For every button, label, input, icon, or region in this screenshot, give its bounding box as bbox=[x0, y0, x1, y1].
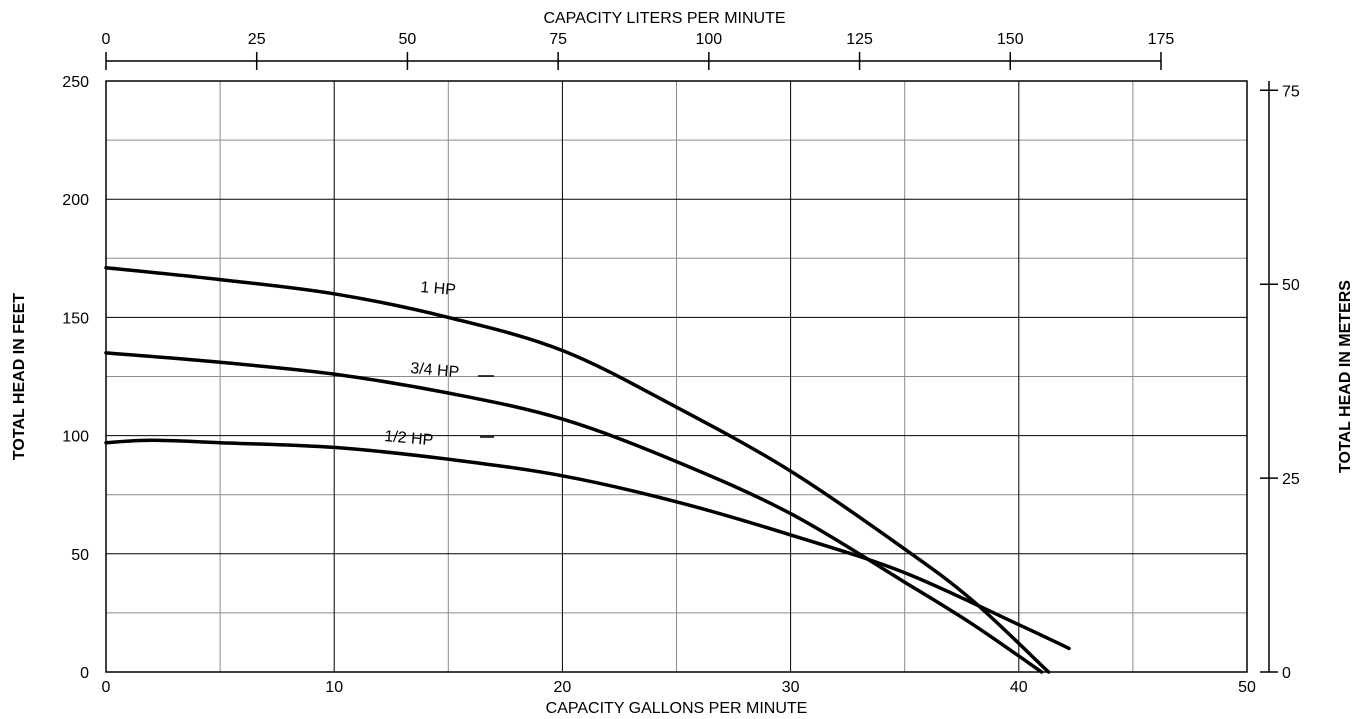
labels: 1 HP 3/4 HP 1/2 HP bbox=[384, 279, 494, 449]
x-tick-label: 10 bbox=[325, 679, 343, 696]
y-tick-label: 150 bbox=[62, 310, 89, 327]
x-tick-label: 40 bbox=[1010, 679, 1028, 696]
x2-tick-label: 0 bbox=[102, 31, 111, 48]
x2-tick-label: 100 bbox=[695, 31, 722, 48]
x2-tick-label: 75 bbox=[549, 31, 567, 48]
y2-tick-label: 0 bbox=[1282, 665, 1291, 682]
x-tick-label: 0 bbox=[102, 679, 111, 696]
x2-tick-label: 150 bbox=[997, 31, 1024, 48]
series-label: 1 HP bbox=[420, 279, 457, 299]
y-tick-label: 250 bbox=[62, 74, 89, 91]
x2-axis-title: CAPACITY LITERS PER MINUTE bbox=[543, 10, 785, 27]
x-tick-label: 20 bbox=[554, 679, 572, 696]
curve-series-2 bbox=[104, 438, 1071, 651]
x-tick-label: 30 bbox=[782, 679, 800, 696]
plot-frame bbox=[105, 80, 1248, 673]
x2-tick-label: 25 bbox=[248, 31, 266, 48]
x2-tick-label: 125 bbox=[846, 31, 873, 48]
x2-tick-label: 175 bbox=[1148, 31, 1175, 48]
y-tick-label: 50 bbox=[71, 547, 89, 564]
pump-curves bbox=[104, 266, 1071, 674]
x-tick-label: 50 bbox=[1238, 679, 1256, 696]
x-axis-title: CAPACITY GALLONS PER MINUTE bbox=[546, 700, 808, 717]
y2-tick-label: 50 bbox=[1282, 277, 1300, 294]
series-label: 3/4 HP bbox=[410, 360, 460, 381]
y-tick-label: 100 bbox=[62, 429, 89, 446]
y2-tick-label: 75 bbox=[1282, 83, 1300, 100]
y2-axis-title: TOTAL HEAD IN METERS bbox=[1337, 280, 1354, 473]
curve-series-1 bbox=[104, 351, 1044, 674]
curve-series-0 bbox=[104, 266, 1051, 674]
y-tick-label: 0 bbox=[80, 665, 89, 682]
series-label: 1/2 HP bbox=[384, 428, 434, 449]
x2-tick-label: 50 bbox=[399, 31, 417, 48]
y-tick-label: 200 bbox=[62, 192, 89, 209]
axes: 0 10 20 30 40 50 CAPACITY GALLONS PER MINUTE 0 5… bbox=[11, 10, 1354, 717]
y-axis-title: TOTAL HEAD IN FEET bbox=[11, 293, 28, 460]
y2-tick-label: 25 bbox=[1282, 471, 1300, 488]
grid bbox=[105, 80, 1248, 673]
